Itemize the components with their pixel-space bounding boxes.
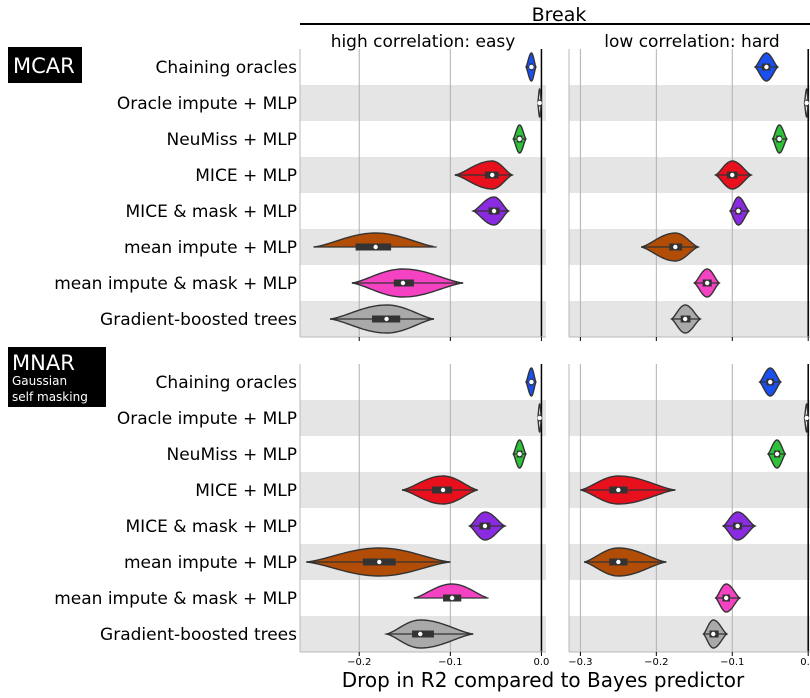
violin-median-dot [418, 631, 423, 637]
category-label: mean impute + MLP [124, 553, 297, 573]
x-tick-label: −0.3 [568, 657, 592, 668]
violin-median-dot [736, 208, 741, 214]
x-tick-label: −0.1 [438, 657, 462, 668]
violin-median-dot [616, 559, 621, 565]
violin-median-dot [777, 136, 782, 142]
panel-mnar-low-correlation-hard: −0.3 −0.2 −0.1 0.0 [568, 364, 810, 668]
violin-median-dot [673, 244, 678, 250]
violin-median-dot [705, 280, 710, 286]
violin-median-dot [730, 172, 735, 178]
row-band [300, 400, 546, 436]
x-axis-label: Drop in R2 compared to Bayes predictor [342, 668, 745, 692]
row-band [569, 85, 810, 121]
panel-mcar-high-correlation-easy: Chaining oracles Oracle impute + MLP NeuMi… [54, 49, 546, 341]
violin-median-dot [449, 595, 455, 601]
category-label: Gradient-boosted trees [100, 625, 297, 645]
x-tick-label: −0.1 [720, 657, 744, 668]
panel-mnar-high-correlation-easy: Chaining oracles Oracle impute + MLP NeuMi… [54, 364, 549, 668]
violin-mean-impute-mask-mlp [413, 583, 487, 599]
violin-iqr-box [412, 630, 434, 638]
category-label: NeuMiss + MLP [167, 130, 298, 150]
violin-mean-impute-mlp [313, 232, 434, 248]
row-label-mnar-text: MNAR [12, 351, 75, 375]
violin-median-dot [723, 595, 729, 601]
row-label-mnar: MNAR Gaussian self masking [8, 347, 106, 407]
violin-median-dot [529, 64, 534, 70]
violin-median-dot [377, 559, 382, 565]
x-tick-label: 0.0 [800, 657, 810, 668]
violin-median-dot [517, 451, 522, 457]
x-tick-label: −0.2 [347, 657, 371, 668]
violin-median-dot [384, 316, 389, 322]
category-label: MICE & mask + MLP [126, 517, 297, 537]
violin-median-dot [400, 280, 406, 286]
category-label: Chaining oracles [156, 373, 298, 393]
violin-median-dot [440, 487, 446, 493]
row-label-mnar-sub2: self masking [12, 390, 88, 404]
violin-median-dot [682, 316, 688, 322]
violin-median-dot [529, 379, 534, 385]
category-label: Oracle impute + MLP [117, 409, 297, 429]
violin-median-dot [490, 172, 495, 178]
violin-median-dot [373, 244, 378, 250]
row-band [569, 616, 810, 652]
category-label: Gradient-boosted trees [100, 310, 297, 330]
category-label: Chaining oracles [156, 58, 298, 78]
category-label: mean impute + MLP [124, 238, 297, 258]
category-label: MICE + MLP [195, 481, 297, 501]
violin-median-dot [774, 451, 780, 457]
category-label: mean impute & mask + MLP [54, 274, 297, 294]
row-label-mcar-text: MCAR [13, 54, 75, 78]
panels: Chaining oracles Oracle impute + MLP NeuMi… [54, 49, 810, 668]
x-tick-label: −0.2 [644, 657, 668, 668]
row-label-mnar-sub1: Gaussian [12, 374, 67, 388]
violin-median-dot [711, 631, 716, 637]
x-tick-label: 0.0 [533, 657, 549, 668]
panel-mcar-low-correlation-hard [568, 49, 810, 341]
column-title-hard: low correlation: hard [604, 32, 779, 52]
violin-median-dot [537, 415, 542, 421]
violin-median-dot [735, 523, 740, 529]
violin-median-dot [764, 64, 769, 70]
row-band [300, 85, 546, 121]
violin-iqr-box [355, 243, 392, 251]
row-label-mcar: MCAR [8, 47, 82, 83]
category-label: MICE + MLP [195, 166, 297, 186]
violin-median-dot [804, 415, 809, 421]
row-band [569, 400, 810, 436]
violin-median-dot [491, 208, 497, 214]
column-title-easy: high correlation: easy [331, 32, 516, 52]
violin-median-dot [804, 100, 809, 106]
category-label: Oracle impute + MLP [117, 94, 297, 114]
category-label: MICE & mask + MLP [126, 202, 297, 222]
violin-median-dot [517, 136, 522, 142]
violin-median-dot [537, 100, 542, 106]
category-label: NeuMiss + MLP [167, 445, 298, 465]
category-label: mean impute & mask + MLP [54, 589, 297, 609]
group-label: Break [532, 4, 587, 26]
violin-median-dot [768, 379, 773, 385]
violin-median-dot [482, 523, 488, 529]
row-band [569, 157, 810, 193]
violin-median-dot [616, 487, 621, 493]
